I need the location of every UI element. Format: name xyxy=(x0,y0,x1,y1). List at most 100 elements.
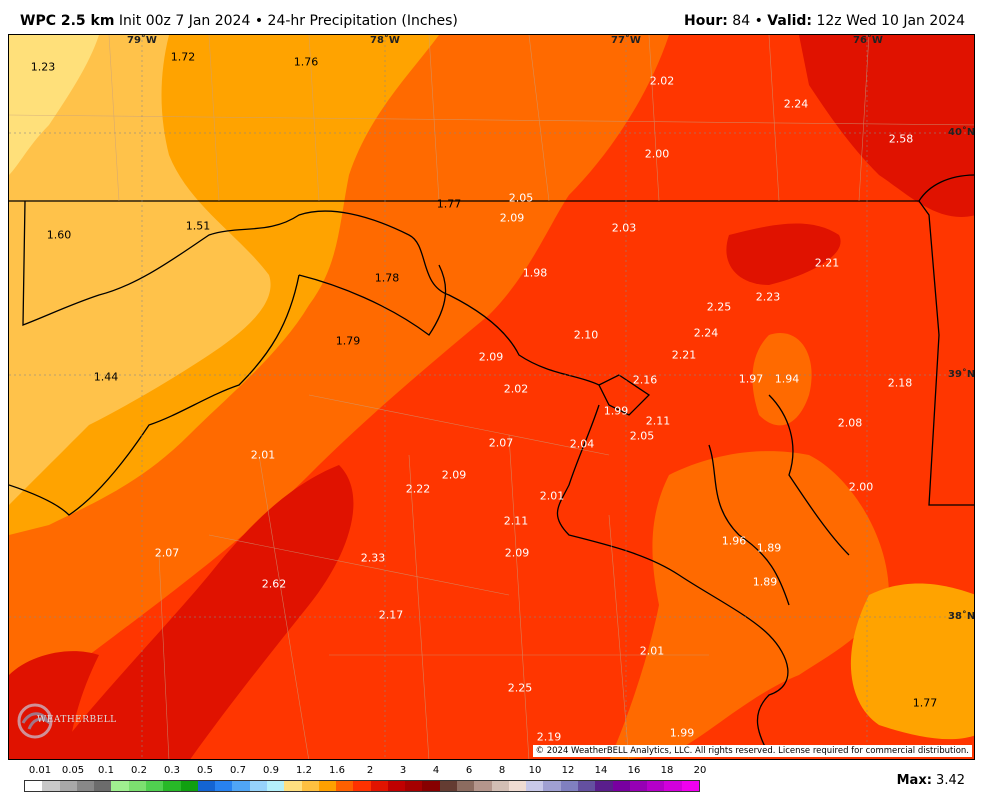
legend-swatch xyxy=(249,781,267,791)
precip-value: 2.02 xyxy=(649,74,675,88)
legend-tick-label: 0.5 xyxy=(197,765,213,776)
legend-swatch xyxy=(474,781,492,791)
legend-tick-label: 0.3 xyxy=(164,765,180,776)
legend-tick-label: 12 xyxy=(561,765,575,776)
legend-swatch xyxy=(180,781,198,791)
bullet-separator: • xyxy=(754,13,763,29)
precip-field xyxy=(9,35,974,759)
max-value: 3.42 xyxy=(936,773,965,788)
precip-value: 2.01 xyxy=(639,644,665,658)
legend-tick-label: 1.6 xyxy=(329,765,345,776)
precip-value: 2.17 xyxy=(378,608,404,622)
precip-value: 2.08 xyxy=(837,416,863,430)
precip-value: 2.11 xyxy=(645,414,671,428)
legend-swatch xyxy=(681,781,699,791)
precip-value: 2.03 xyxy=(611,221,637,235)
precip-value: 1.76 xyxy=(293,55,319,69)
legend-swatch xyxy=(491,781,509,791)
legend-swatch xyxy=(215,781,233,791)
hour-value: 84 xyxy=(732,13,751,29)
legend: 0.01 0.05 0.1 0.2 0.3 0.5 0.7 0.9 1.2 1.6 2 3 4 6 8 10 1… xyxy=(8,762,984,808)
legend-swatch xyxy=(353,781,371,791)
precip-value: 2.10 xyxy=(573,328,599,342)
legend-swatch xyxy=(232,781,250,791)
lat-label-38n: 38˚N xyxy=(948,611,975,622)
init-time: Init 00z 7 Jan 2024 xyxy=(118,13,251,29)
legend-swatch xyxy=(25,781,43,791)
precip-value: 1.78 xyxy=(374,271,400,285)
legend-tick-label: 10 xyxy=(528,765,542,776)
precip-value: 2.07 xyxy=(154,546,180,560)
precip-value: 1.94 xyxy=(774,372,800,386)
legend-swatch xyxy=(578,781,596,791)
precip-value: 1.44 xyxy=(93,370,119,384)
legend-tick-label: 14 xyxy=(594,765,608,776)
precip-value: 2.22 xyxy=(405,482,431,496)
legend-tick-label: 3 xyxy=(399,765,407,776)
precip-value: 2.00 xyxy=(848,480,874,494)
precip-value: 2.11 xyxy=(503,514,529,528)
legend-swatch xyxy=(42,781,60,791)
precip-value: 1.23 xyxy=(30,60,56,74)
legend-tick-label: 1.2 xyxy=(296,765,312,776)
legend-swatch xyxy=(647,781,665,791)
legend-swatch xyxy=(560,781,578,791)
legend-swatch xyxy=(664,781,682,791)
copyright-notice: © 2024 WeatherBELL Analytics, LLC. All r… xyxy=(532,745,972,757)
legend-swatch xyxy=(301,781,319,791)
legend-labels: 0.01 0.05 0.1 0.2 0.3 0.5 0.7 0.9 1.2 1.6 2 3 4 6 8 10 1… xyxy=(24,765,714,779)
legend-swatch xyxy=(439,781,458,791)
logo-text: WEATHERBELL xyxy=(37,715,117,725)
legend-tick-label: 0.9 xyxy=(263,765,279,776)
legend-tick-label: 8 xyxy=(498,765,506,776)
precip-value: 2.33 xyxy=(360,551,386,565)
legend-swatch xyxy=(595,781,613,791)
precip-value: 1.51 xyxy=(185,219,211,233)
max-value-label: Max: 3.42 xyxy=(897,773,965,788)
legend-swatch xyxy=(422,781,440,791)
precip-value: 2.02 xyxy=(503,382,529,396)
legend-swatch xyxy=(370,781,388,791)
lon-label-77w: 77˚W xyxy=(611,35,641,46)
precip-value: 2.21 xyxy=(671,348,697,362)
legend-tick-label: 16 xyxy=(627,765,641,776)
precip-value: 2.24 xyxy=(783,97,809,111)
legend-swatch xyxy=(197,781,216,791)
legend-swatch xyxy=(526,781,544,791)
legend-tick-label: 4 xyxy=(432,765,440,776)
precip-value: 2.05 xyxy=(508,191,534,205)
precip-value: 2.05 xyxy=(629,429,655,443)
precip-value: 1.96 xyxy=(721,534,747,548)
lon-label-76w: 76˚W xyxy=(853,35,883,46)
legend-swatch xyxy=(284,781,302,791)
weatherbell-logo: WEATHERBELL xyxy=(15,701,116,741)
precip-value: 1.99 xyxy=(603,404,629,418)
legend-tick-label: 0.7 xyxy=(230,765,246,776)
hour-label: Hour: xyxy=(684,13,728,29)
precip-value: 2.18 xyxy=(887,376,913,390)
legend-colorbar xyxy=(24,780,700,792)
legend-tick-label: 20 xyxy=(693,765,707,776)
precip-value: 2.62 xyxy=(261,577,287,591)
precip-value: 2.09 xyxy=(441,468,467,482)
legend-tick-label: 18 xyxy=(660,765,674,776)
precip-value: 2.58 xyxy=(888,132,914,146)
legend-tick-label: 2 xyxy=(366,765,374,776)
precip-value: 2.21 xyxy=(814,256,840,270)
product-name: 24-hr Precipitation (Inches) xyxy=(267,13,458,29)
legend-swatch xyxy=(318,781,337,791)
valid-info: Hour: 84 • Valid: 12z Wed 10 Jan 2024 xyxy=(684,13,965,29)
legend-swatch xyxy=(457,781,475,791)
valid-label: Valid: xyxy=(767,13,813,29)
legend-swatch xyxy=(629,781,648,791)
legend-tick-label: 0.1 xyxy=(98,765,114,776)
precip-value: 2.04 xyxy=(569,437,595,451)
lat-label-39n: 39˚N xyxy=(948,369,975,380)
precip-value: 2.23 xyxy=(755,290,781,304)
legend-swatch xyxy=(76,781,95,791)
lon-label-79w: 79˚W xyxy=(127,35,157,46)
legend-tick-label: 0.2 xyxy=(131,765,147,776)
legend-swatch xyxy=(405,781,423,791)
legend-swatch xyxy=(111,781,129,791)
legend-swatch xyxy=(387,781,406,791)
